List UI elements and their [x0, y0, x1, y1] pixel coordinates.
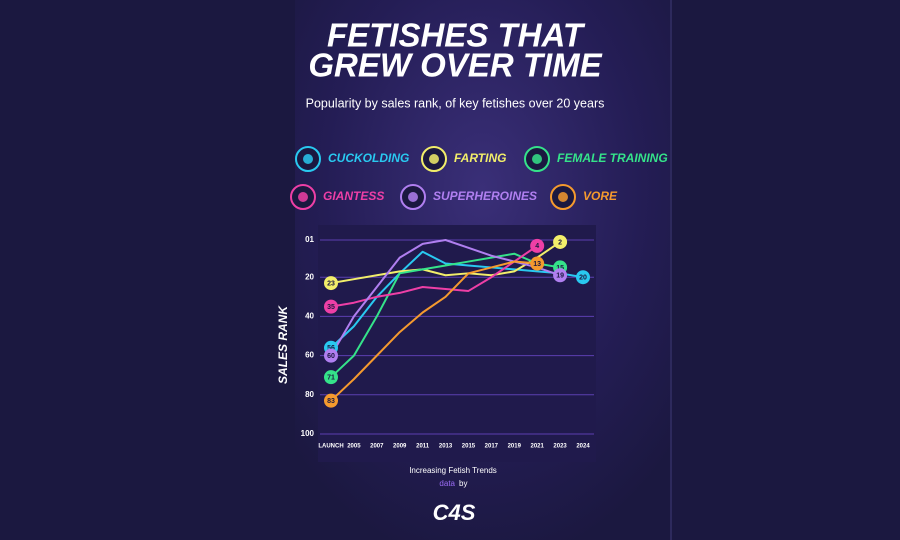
x-tick-label: 2023 — [553, 444, 567, 450]
source-by: by — [459, 479, 467, 488]
data-label: 13 — [533, 261, 541, 268]
x-tick-label: 2013 — [439, 444, 453, 450]
legend-icon-glyph — [303, 154, 313, 164]
logo: C4S — [433, 500, 476, 525]
y-tick-label: 100 — [301, 429, 315, 438]
point-marker — [553, 234, 568, 249]
point-marker — [530, 256, 545, 271]
legend-icon-glyph — [429, 154, 439, 164]
legend-label: SUPERHEROINES — [433, 189, 537, 203]
point-marker — [324, 393, 338, 408]
point-marker — [576, 270, 590, 285]
legend-icon-glyph — [408, 192, 418, 202]
point-marker — [324, 370, 338, 385]
series-line — [330, 241, 561, 285]
source-word: data — [439, 479, 455, 488]
legend-icon-glyph — [532, 154, 542, 164]
plot-area — [318, 225, 596, 462]
title: FETISHES THAT — [327, 17, 586, 54]
data-label: 23 — [327, 280, 335, 287]
series-line — [330, 260, 538, 402]
y-axis-label: SALES RANK — [276, 305, 290, 384]
x-tick-label: LAUNCH — [318, 444, 343, 450]
point-marker — [324, 299, 338, 314]
data-label: 60 — [327, 353, 335, 360]
data-label: 35 — [327, 304, 335, 311]
x-tick-label: 2011 — [416, 444, 430, 450]
y-tick-label: 20 — [305, 272, 314, 281]
data-label: 71 — [327, 375, 335, 382]
legend-label: FEMALE TRAINING — [557, 151, 668, 165]
legend-label: FARTING — [454, 151, 506, 165]
data-label: 4 — [535, 243, 539, 250]
y-tick-label: 80 — [305, 390, 314, 399]
x-tick-label: 2017 — [485, 444, 499, 450]
legend-label: GIANTESS — [323, 189, 384, 203]
series-line — [330, 245, 538, 308]
legend-label: VORE — [583, 189, 618, 203]
x-tick-label: 2009 — [393, 444, 407, 450]
y-tick-label: 01 — [305, 235, 314, 244]
caption: Increasing Fetish Trends — [409, 466, 497, 475]
x-tick-label: 2024 — [576, 444, 590, 450]
point-marker — [530, 238, 545, 253]
title: GREW OVER TIME — [308, 47, 602, 84]
legend-icon-glyph — [298, 192, 308, 202]
subtitle: Popularity by sales rank, of key fetishe… — [306, 96, 605, 110]
x-tick-label: 2015 — [462, 444, 476, 450]
x-tick-label: 2007 — [370, 444, 384, 450]
y-tick-label: 60 — [305, 351, 314, 360]
x-tick-label: 2005 — [347, 444, 361, 450]
point-marker — [324, 276, 338, 291]
legend-icon-glyph — [558, 192, 568, 202]
x-tick-label: 2021 — [531, 444, 545, 450]
data-label: 19 — [556, 273, 564, 280]
data-label: 2 — [558, 239, 562, 246]
legend-label: CUCKOLDING — [328, 151, 409, 165]
data-label: 83 — [327, 398, 335, 405]
series-line — [330, 239, 561, 357]
y-tick-label: 40 — [305, 312, 314, 321]
point-marker — [553, 268, 568, 283]
x-tick-label: 2019 — [508, 444, 522, 450]
point-marker — [324, 348, 338, 363]
data-label: 20 — [579, 275, 587, 282]
